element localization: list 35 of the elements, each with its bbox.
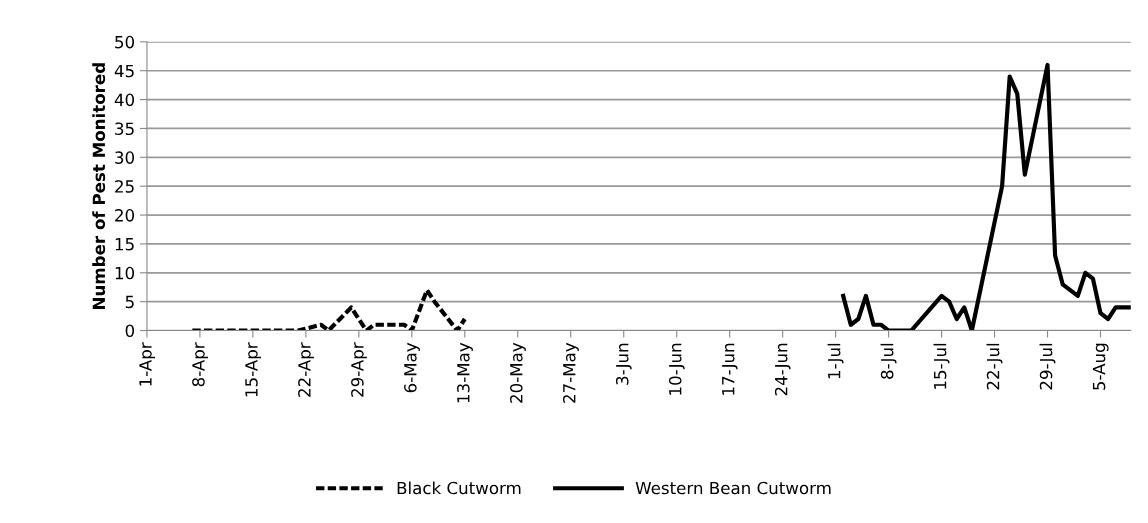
x-tick-label: 22-Apr [298, 342, 314, 397]
y-tick-label: 15 [115, 238, 134, 251]
x-tick-label: 15-Apr [245, 342, 261, 397]
y-tick-label: 50 [115, 35, 135, 49]
x-tick-label: 17-Jun [722, 343, 738, 395]
y-tick-label: 45 [114, 64, 134, 78]
y-tick-label: 0 [125, 324, 135, 338]
x-tick-label: 22-Jul [986, 343, 1003, 390]
x-tick-label: 10-Jun [668, 343, 685, 395]
y-tick-label: 10 [115, 266, 135, 280]
line-series [190, 288, 467, 331]
y-tick-label: 35 [115, 122, 134, 136]
x-tick-label: 29-Jul [1039, 343, 1056, 390]
y-tick-label: 5 [125, 295, 134, 309]
x-tick-label: 27-May [562, 342, 579, 403]
y-tick-label: 20 [115, 209, 135, 222]
x-tick-label: 15-Jul [933, 343, 950, 389]
legend-label: Western Bean Cutworm [635, 481, 831, 495]
x-tick-label: 13-May [457, 342, 473, 403]
y-tick-label: 25 [115, 180, 134, 193]
x-tick-label: 20-May [510, 342, 526, 403]
x-tick-label: 5-Aug [1092, 343, 1109, 390]
x-tick-label: 6-May [404, 342, 420, 393]
x-tick-label: 24-Jun [774, 343, 791, 396]
x-tick-label: 1-Jul [827, 343, 844, 379]
x-tick-label: 29-Apr [351, 342, 367, 397]
y-axis-title: Number of Pest Monitored [92, 63, 106, 309]
x-tick-label: 1-Apr [139, 342, 156, 386]
legend-label: Black Cutworm [397, 481, 521, 495]
x-tick-label: 8-Jul [880, 343, 897, 379]
x-tick-label: 3-Jun [615, 343, 632, 385]
x-tick-label: 8-Apr [192, 342, 208, 387]
line-series [841, 62, 1131, 331]
y-tick-label: 40 [114, 93, 135, 107]
y-tick-label: 30 [115, 151, 135, 164]
